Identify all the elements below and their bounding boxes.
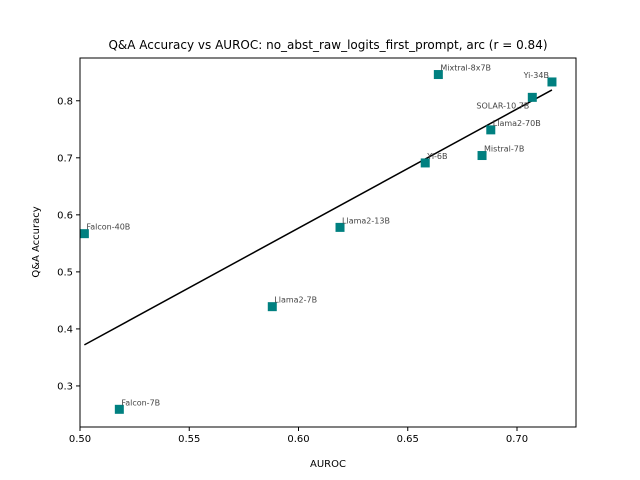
data-point xyxy=(547,77,557,87)
data-point-label: Falcon-40B xyxy=(86,223,130,232)
data-point-label: Llama2-13B xyxy=(342,216,390,225)
data-point xyxy=(335,222,345,232)
chart-title: Q&A Accuracy vs AUROC: no_abst_raw_logit… xyxy=(108,38,547,52)
x-axis-title: AUROC xyxy=(310,459,346,470)
data-point-label: Mixtral-8x7B xyxy=(440,64,491,73)
x-tick-label: 0.65 xyxy=(397,434,419,445)
data-point xyxy=(486,125,496,135)
x-tick-label: 0.50 xyxy=(69,434,91,445)
data-point xyxy=(114,404,124,414)
axes-frame xyxy=(79,57,577,428)
data-point-label: Llama2-7B xyxy=(274,296,317,305)
y-tick-label: 0.7 xyxy=(57,153,73,164)
data-point xyxy=(420,158,430,168)
regression-line xyxy=(84,89,553,346)
data-point-label: Mistral-7B xyxy=(484,145,524,154)
data-point-label: Llama2-70B xyxy=(493,119,541,128)
data-point xyxy=(79,229,89,239)
data-point-label: Falcon-7B xyxy=(121,398,160,407)
y-tick-label: 0.6 xyxy=(57,210,73,221)
y-tick-label: 0.5 xyxy=(57,267,73,278)
x-tick-label: 0.70 xyxy=(506,434,528,445)
y-tick-label: 0.4 xyxy=(57,324,73,335)
data-point xyxy=(477,151,487,161)
x-tick-label: 0.60 xyxy=(287,434,309,445)
data-point-label: Yi-34B xyxy=(523,71,549,80)
data-point xyxy=(433,70,443,80)
data-point xyxy=(267,302,277,312)
y-tick-label: 0.3 xyxy=(57,381,73,392)
data-point xyxy=(527,92,537,102)
x-tick-label: 0.55 xyxy=(178,434,200,445)
y-tick-label: 0.8 xyxy=(57,96,73,107)
data-point-label: Yi-6B xyxy=(426,152,447,161)
data-point-label: SOLAR-10.7B xyxy=(476,101,529,110)
plot-area: Falcon-40B Falcon-7B Llama2-7B Llama2-13B Yi… xyxy=(79,64,557,414)
y-axis-title: Q&A Accuracy xyxy=(31,206,42,277)
